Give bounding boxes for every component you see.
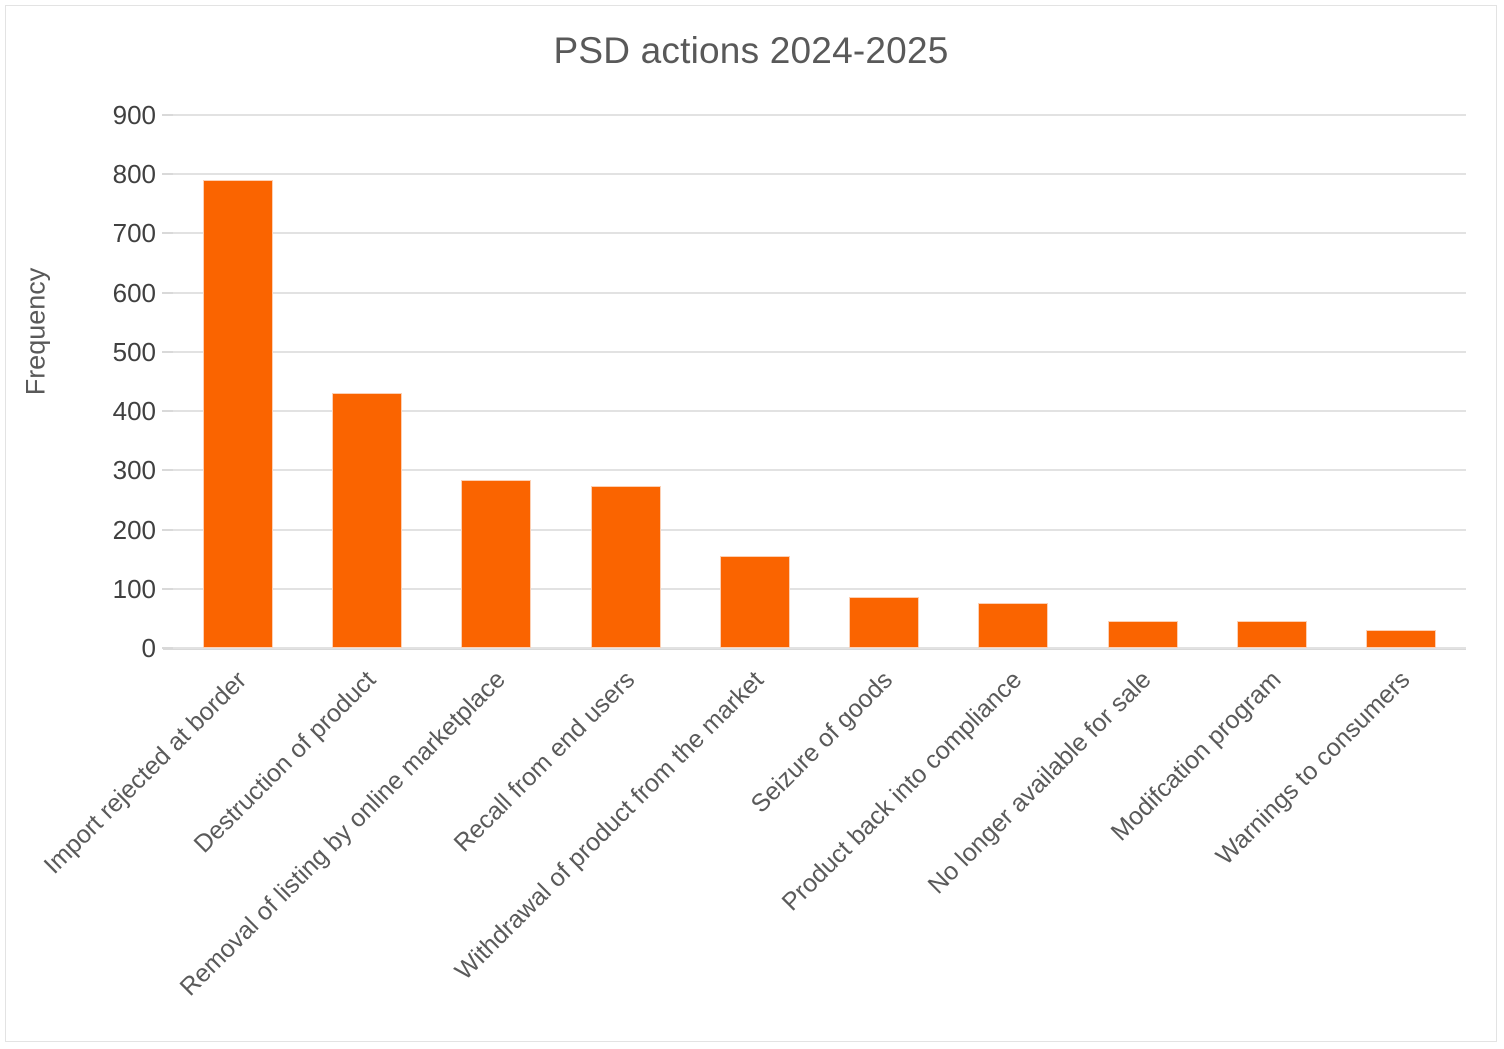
gridline	[173, 410, 1466, 413]
y-axis-tick-mark	[162, 528, 173, 531]
plot-area	[162, 110, 1466, 650]
gridline	[173, 291, 1466, 294]
bar[interactable]	[719, 556, 790, 648]
bar[interactable]	[1366, 629, 1437, 648]
y-axis-tick-mark	[162, 173, 173, 176]
y-axis-tick-mark	[162, 647, 173, 649]
gridline	[173, 173, 1466, 176]
y-axis-tick-label: 800	[112, 159, 156, 190]
bar[interactable]	[202, 180, 273, 648]
bar[interactable]	[461, 480, 532, 648]
y-axis-tick-label: 400	[112, 396, 156, 427]
bar[interactable]	[331, 393, 402, 648]
y-axis-tick-label: 900	[112, 100, 156, 130]
y-axis-tick-label: 0	[141, 633, 156, 663]
y-axis-tick-label: 100	[112, 573, 156, 604]
gridline	[173, 528, 1466, 531]
y-axis-tick-label: 600	[112, 277, 156, 308]
gridline	[173, 350, 1466, 353]
y-axis-tick-mark	[162, 469, 173, 472]
y-axis-tick-mark	[162, 350, 173, 353]
y-axis-tick-label: 700	[112, 218, 156, 249]
y-axis-tick-mark	[162, 114, 173, 116]
gridline	[173, 232, 1466, 235]
y-axis-tick-mark	[162, 232, 173, 235]
gridline	[173, 114, 1466, 116]
x-axis-tick-label: No longer available for sale	[923, 665, 1158, 900]
y-axis-tick-labels: 900 800 700 600 500 400 300 200 100 0	[6, 102, 156, 661]
x-axis-line	[163, 648, 1466, 650]
chart-canvas: PSD actions 2024-2025 Frequency 900 800 70…	[5, 5, 1497, 1042]
bar[interactable]	[1107, 620, 1178, 648]
y-axis-tick-mark	[162, 410, 173, 413]
bar[interactable]	[590, 485, 661, 648]
bar[interactable]	[849, 597, 920, 648]
y-axis-tick-mark	[162, 587, 173, 590]
bar[interactable]	[1237, 621, 1308, 648]
gridline	[173, 469, 1466, 472]
gridline	[173, 647, 1466, 649]
chart-title: PSD actions 2024-2025	[553, 30, 949, 71]
x-axis-category-labels: Import rejected at border Destruction of …	[38, 661, 1466, 1041]
y-axis-tick-label: 200	[112, 514, 156, 545]
gridline	[173, 587, 1466, 590]
bar[interactable]	[978, 603, 1049, 648]
x-axis-tick-label: Product back into compliance	[776, 665, 1028, 917]
x-axis-tick-label: Seizure of goods	[745, 665, 899, 819]
y-axis-tick-label: 500	[112, 336, 156, 367]
y-axis-tick-label: 300	[112, 455, 156, 486]
y-axis-tick-mark	[162, 291, 173, 294]
